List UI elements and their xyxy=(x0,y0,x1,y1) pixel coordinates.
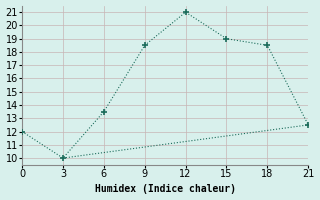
X-axis label: Humidex (Indice chaleur): Humidex (Indice chaleur) xyxy=(95,184,236,194)
